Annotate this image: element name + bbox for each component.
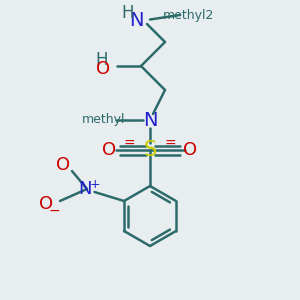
Text: =: = [124, 136, 136, 150]
Text: N: N [129, 11, 144, 31]
Text: −: − [48, 204, 60, 218]
Text: O: O [102, 141, 117, 159]
Text: O: O [183, 141, 198, 159]
Text: S: S [143, 140, 157, 160]
Text: methyl: methyl [82, 113, 125, 127]
Text: N: N [79, 180, 92, 198]
Text: +: + [89, 178, 100, 191]
Text: methyl2: methyl2 [163, 8, 215, 22]
Text: O: O [96, 60, 111, 78]
Text: O: O [56, 156, 70, 174]
Text: H: H [121, 4, 134, 22]
Text: =: = [164, 136, 176, 150]
Text: O: O [39, 195, 54, 213]
Text: N: N [143, 110, 157, 130]
Text: H: H [96, 51, 108, 69]
